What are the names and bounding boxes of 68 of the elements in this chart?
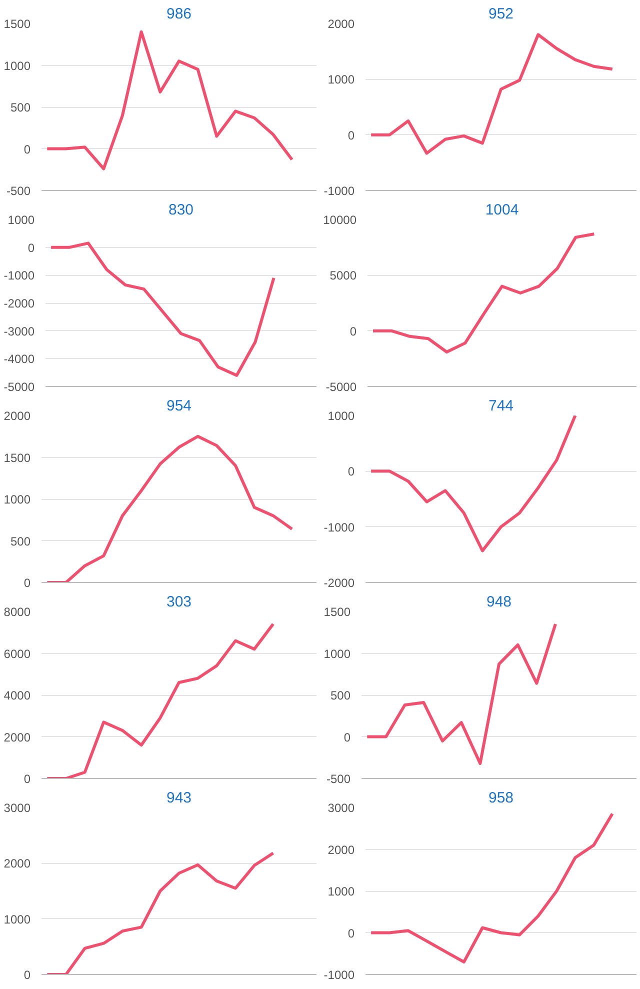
line-series: [370, 416, 577, 552]
line-series: [46, 434, 294, 582]
y-tick-label: 0: [348, 926, 355, 940]
chart-title: 948: [486, 594, 512, 610]
y-tick-label: 1000: [324, 646, 351, 661]
y-tick-label: 0: [24, 142, 31, 156]
chart-title: 744: [488, 398, 514, 414]
y-tick-label: 5000: [330, 268, 357, 283]
line-series: [46, 622, 275, 778]
chart-title: 303: [166, 594, 192, 610]
y-tick-label: 0: [348, 464, 355, 479]
y-tick-label: 500: [10, 100, 31, 114]
chart-title: 830: [168, 202, 194, 218]
y-tick-label: 6000: [4, 646, 31, 661]
y-tick-label: -1000: [4, 268, 35, 283]
y-tick-label: 1500: [4, 450, 31, 465]
line-series: [370, 33, 614, 155]
y-tick-label: -4000: [4, 352, 35, 366]
line-series: [366, 622, 558, 765]
y-tick-label: 1500: [4, 17, 31, 31]
y-tick-label: -3000: [4, 324, 35, 338]
y-tick-label: 2000: [328, 842, 355, 857]
y-tick-label: -2000: [324, 576, 355, 590]
y-tick-label: 8000: [4, 605, 31, 619]
y-tick-label: 500: [330, 688, 351, 702]
y-tick-label: 2000: [4, 856, 31, 871]
y-tick-label: 0: [24, 576, 31, 590]
y-tick-label: -500: [6, 184, 31, 198]
y-tick-label: -1000: [324, 520, 355, 534]
y-tick-label: 1000: [4, 492, 31, 506]
y-tick-label: 2000: [4, 409, 31, 423]
chart-title: 943: [166, 790, 192, 806]
chart-title: 1004: [485, 202, 519, 218]
y-tick-label: 3000: [328, 801, 355, 815]
line-series: [46, 30, 294, 170]
y-tick-label: 0: [350, 324, 357, 338]
y-tick-label: 0: [24, 968, 31, 982]
y-tick-label: 1000: [4, 912, 31, 926]
chart-title: 986: [166, 6, 192, 22]
y-tick-label: 0: [344, 730, 351, 744]
y-tick-label: -1000: [324, 968, 355, 982]
y-tick-label: 1500: [324, 605, 351, 619]
y-tick-label: 500: [10, 534, 31, 548]
y-tick-label: -500: [326, 772, 351, 786]
y-tick-label: -5000: [4, 380, 35, 394]
y-tick-label: 1000: [328, 409, 355, 423]
y-tick-label: 0: [28, 240, 35, 255]
y-tick-label: -5000: [326, 380, 357, 394]
y-tick-label: -2000: [4, 296, 35, 310]
chart-title: 958: [488, 790, 514, 806]
y-tick-label: -1000: [324, 184, 355, 198]
chart-title: 954: [166, 398, 192, 414]
y-tick-label: 2000: [328, 17, 355, 31]
line-series: [372, 232, 596, 354]
y-tick-label: 1000: [328, 884, 355, 898]
line-series: [46, 852, 275, 974]
y-tick-label: 3000: [4, 801, 31, 815]
y-tick-label: 4000: [4, 688, 31, 702]
chart-title: 952: [488, 6, 514, 22]
y-tick-label: 0: [348, 128, 355, 142]
y-tick-label: 1000: [8, 213, 35, 227]
line-series: [370, 812, 614, 964]
y-tick-label: 1000: [328, 72, 355, 87]
y-tick-label: 10000: [323, 213, 357, 227]
y-tick-label: 2000: [4, 730, 31, 744]
y-tick-label: 1000: [4, 58, 31, 73]
line-series: [50, 242, 276, 377]
y-tick-label: 0: [24, 772, 31, 786]
